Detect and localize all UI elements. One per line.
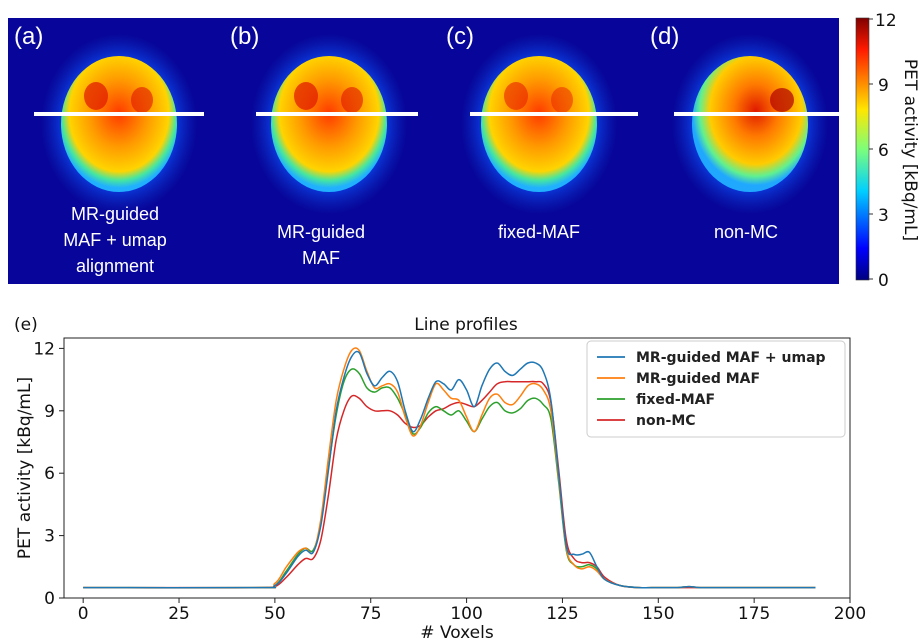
- x-tick-label: 200: [834, 604, 866, 624]
- colorbar-tick-9: 9: [878, 76, 889, 96]
- x-tick-label: 50: [264, 604, 286, 624]
- legend-entry: MR-guided MAF + umap: [636, 350, 826, 366]
- series-line-non-mc: [83, 380, 816, 589]
- x-tick-label: 25: [168, 604, 190, 624]
- panel-c-label: (c): [446, 23, 474, 50]
- pet-slice-d: [672, 34, 842, 214]
- colorbar-tick-3: 3: [878, 206, 889, 226]
- panel-d-label: (d): [650, 23, 679, 50]
- panel-b-caption-line1: MR-guided: [277, 222, 365, 242]
- pet-slice-c: [461, 34, 638, 214]
- panel-a-caption-line1: MR-guided: [71, 204, 159, 224]
- x-tick-label: 0: [78, 604, 89, 624]
- chart-title: Line profiles: [414, 315, 518, 335]
- x-tick-label: 150: [642, 604, 674, 624]
- panel-d-caption: non-MC: [714, 222, 778, 242]
- x-tick-label: 175: [738, 604, 770, 624]
- y-axis-label: PET activity [kBq/mL]: [15, 377, 35, 559]
- x-axis-label: # Voxels: [420, 623, 494, 642]
- panel-e-label: (e): [14, 315, 38, 335]
- colorbar-tick-0: 0: [878, 271, 889, 291]
- panel-a-label: (a): [14, 23, 43, 50]
- panel-a-caption-line3: alignment: [76, 256, 154, 276]
- panel-c-caption: fixed-MAF: [498, 222, 580, 242]
- x-axis: 0 25 50 75 100 125 150 175 200: [78, 598, 866, 624]
- pet-slice-a: [34, 34, 204, 214]
- colorbar-tick-12: 12: [875, 11, 897, 31]
- colorbar-tick-6: 6: [878, 141, 889, 161]
- x-tick-label: 75: [360, 604, 382, 624]
- legend-entry: MR-guided MAF: [636, 371, 760, 387]
- y-axis: 0 3 6 9 12: [33, 339, 64, 609]
- legend-entry: fixed-MAF: [636, 392, 715, 408]
- colorbar: [855, 17, 870, 281]
- pet-slice-b: [251, 34, 418, 214]
- plot-frame: [63, 337, 851, 599]
- colorbar-ticks: [869, 18, 873, 280]
- legend-entry: non-MC: [636, 413, 696, 429]
- panel-b-caption-line2: MAF: [302, 248, 340, 268]
- y-tick-label: 0: [44, 589, 55, 609]
- legend-box: [586, 340, 846, 438]
- legend: MR-guided MAF + umap MR-guided MAF fixed-M…: [586, 340, 846, 438]
- x-tick-label: 125: [546, 604, 578, 624]
- series-line-mr-guided-maf-umap: [83, 350, 816, 589]
- colorbar-label: PET activity [kBq/mL]: [900, 59, 919, 241]
- panel-b-label: (b): [230, 23, 259, 50]
- y-tick-label: 3: [44, 527, 55, 547]
- panel-a-caption-line2: MAF + umap: [63, 230, 167, 250]
- y-tick-label: 9: [44, 402, 55, 422]
- y-tick-label: 6: [44, 464, 55, 484]
- x-tick-label: 100: [450, 604, 482, 624]
- y-tick-label: 12: [33, 339, 55, 359]
- series-lines: [83, 347, 816, 589]
